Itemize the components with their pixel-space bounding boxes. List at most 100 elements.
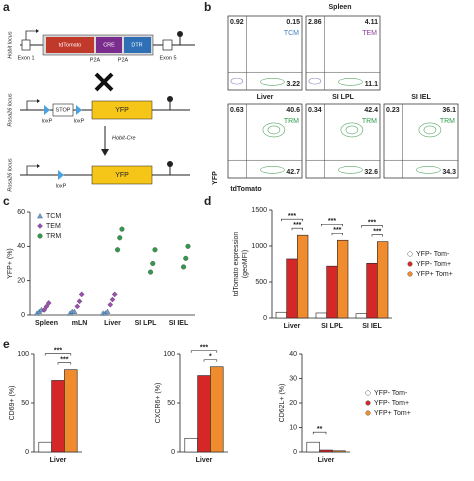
legend-label: YFP+ Tom+	[374, 410, 411, 417]
y-tick-label: 100	[17, 351, 29, 358]
legend-marker	[407, 261, 413, 267]
tissue-label: Liver	[257, 94, 274, 101]
cross	[94, 72, 114, 92]
y-tick-label: 1500	[251, 207, 267, 214]
tissue-label: SI LPL	[332, 94, 355, 101]
point	[183, 255, 189, 261]
significance-bracket	[203, 359, 218, 362]
bar	[319, 449, 333, 453]
legend-label: YFP+ Tom+	[416, 271, 453, 278]
bar	[197, 375, 211, 453]
point	[107, 301, 114, 308]
x-tick-label: SI IEL	[169, 320, 189, 327]
y-tick-label: 50	[21, 400, 29, 407]
point	[150, 260, 156, 267]
locus-label: Hobit locus	[7, 31, 13, 58]
dtr-box	[124, 37, 151, 53]
bar	[355, 313, 367, 319]
legend-marker	[37, 233, 43, 239]
significance-label: ***	[54, 348, 62, 355]
subset-label: TCM	[284, 30, 299, 37]
significance-label: *	[209, 354, 212, 361]
legend-label: YFP- Tom+	[374, 400, 409, 407]
point	[41, 307, 48, 313]
flow-plot	[227, 103, 303, 179]
y-tick-label: 20	[17, 278, 25, 285]
bar	[332, 450, 346, 453]
flow-plot	[227, 15, 303, 91]
y-tick-label: 0	[21, 312, 25, 319]
flow-plot	[305, 103, 381, 179]
population	[416, 166, 441, 174]
point	[185, 243, 191, 249]
quadrant-value: 42.4	[364, 107, 378, 114]
significance-label: ***	[293, 222, 301, 229]
quadrant-value: 4.11	[365, 19, 378, 26]
y-axis-label: tdTomato expression	[233, 232, 240, 297]
population	[308, 77, 322, 85]
bar	[315, 312, 327, 319]
point	[111, 291, 118, 298]
point	[180, 264, 187, 270]
point	[45, 300, 52, 306]
gene-label: CRE	[103, 42, 115, 48]
y-axis-label: CXCR6+ (%)	[155, 383, 162, 424]
stop-box	[52, 103, 74, 117]
y-tick-label: 40	[17, 243, 25, 250]
significance-label: ***	[60, 357, 68, 364]
point	[147, 269, 154, 275]
quadrant-value: 0.92	[230, 19, 244, 26]
significance-bracket	[371, 234, 383, 237]
significance-label: ***	[328, 218, 336, 225]
legend-label: YFP- Tom-	[374, 390, 408, 397]
y-tick-label: 20	[289, 400, 297, 407]
population	[345, 125, 359, 135]
exon	[162, 39, 173, 51]
flow-plot	[383, 103, 459, 179]
legend-marker	[365, 410, 371, 416]
exon	[21, 39, 31, 51]
subset-label: TRM	[362, 118, 377, 125]
x-tick-label: Liver	[284, 323, 301, 330]
significance-bracket	[331, 232, 343, 236]
exon-label: Exon 1	[17, 55, 34, 61]
construct-diagram: Hobit locus Exon 1 tdTomato CRE DTR P2A …	[7, 29, 195, 192]
x-tick-label: Spleen	[35, 320, 58, 327]
legend-marker	[407, 271, 413, 277]
tissue-label: SI IEL	[411, 94, 431, 101]
locus-label: Rosa26 locus	[7, 158, 13, 192]
y-tick-label: 30	[289, 375, 297, 382]
x-tick-label: mLN	[72, 320, 88, 327]
flow-title: Spleen	[329, 4, 352, 11]
panel-label: e	[3, 337, 10, 351]
point	[76, 298, 83, 305]
y-tick-label: 10	[289, 424, 297, 431]
population	[338, 166, 363, 174]
bar	[326, 265, 338, 319]
bar	[210, 366, 224, 453]
y-tick-label: 1000	[251, 243, 267, 250]
significance-bracket	[44, 353, 72, 356]
y-tick-label: 500	[255, 279, 267, 286]
quadrant-value: 32.6	[364, 169, 378, 176]
loxp-label: loxP	[74, 118, 85, 124]
legend-marker	[37, 223, 43, 229]
loxp-label: loxP	[56, 183, 67, 189]
subset-label: TRM	[440, 118, 455, 125]
legend-marker	[365, 390, 371, 396]
promoter-arrow	[26, 165, 37, 175]
cre-box	[96, 37, 122, 53]
population	[338, 78, 363, 86]
legend-marker	[37, 213, 43, 219]
legend-label: YFP- Tom-	[416, 251, 450, 258]
polya	[167, 161, 173, 167]
arrow-head	[36, 29, 39, 33]
quadrant-value: 36.1	[442, 107, 456, 114]
x-tick-label: SI LPL	[135, 320, 158, 327]
arrow-label: Hobit-Cre	[112, 135, 136, 141]
yfp-box	[91, 165, 153, 185]
gene-label: DTR	[131, 42, 142, 48]
significance-bracket	[57, 362, 72, 365]
loxp-site	[58, 170, 64, 180]
significance-bracket	[361, 225, 383, 228]
